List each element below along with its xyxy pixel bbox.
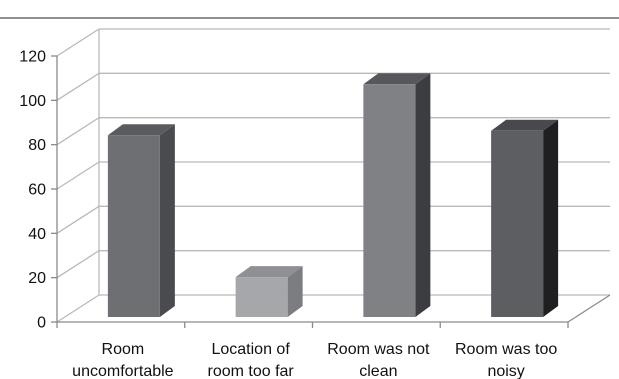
y-tick-label-100: 100 bbox=[19, 93, 46, 110]
x-category-label-0: Room uncomfortable bbox=[72, 341, 173, 379]
bar-side-0 bbox=[159, 124, 175, 317]
bar-top-3 bbox=[491, 119, 559, 131]
y-tick-label-20: 20 bbox=[28, 270, 46, 287]
x-category-label-1: Location of room too far bbox=[207, 341, 294, 379]
bar-2 bbox=[363, 73, 431, 317]
bar-1 bbox=[235, 266, 303, 317]
x-category-label-3: Room was too noisy bbox=[455, 341, 557, 379]
bar-front-0 bbox=[107, 135, 160, 317]
bar-top-2 bbox=[363, 73, 431, 85]
bar-top-0 bbox=[107, 124, 175, 136]
y-tick-label-80: 80 bbox=[28, 137, 46, 154]
x-category-label-line: Location of bbox=[211, 341, 290, 358]
gridline-diagonal-0 bbox=[56, 294, 100, 323]
bar-side-2 bbox=[415, 73, 431, 317]
bar-3 bbox=[491, 119, 559, 317]
y-axis: 0 20 40 60 80 100 120 bbox=[19, 49, 569, 332]
bar-side-1 bbox=[287, 266, 303, 317]
gridline-diagonal-100 bbox=[56, 72, 100, 101]
gridline-diagonal-80 bbox=[56, 117, 100, 146]
y-tick-label-40: 40 bbox=[28, 226, 46, 243]
bar-0 bbox=[107, 124, 175, 317]
x-category-label-line: Room was not bbox=[327, 341, 430, 358]
bar-top-1 bbox=[235, 266, 303, 278]
gridline-diagonal-40 bbox=[56, 205, 100, 234]
y-tick-label-60: 60 bbox=[28, 182, 46, 199]
floor-right-edge bbox=[567, 294, 611, 323]
bars bbox=[107, 73, 559, 317]
x-category-label-2: Room was not clean bbox=[327, 341, 430, 379]
x-category-label-line: noisy bbox=[487, 363, 524, 379]
y-tick-label-120: 120 bbox=[19, 49, 46, 66]
x-category-label-line: room too far bbox=[207, 363, 294, 379]
x-category-label-line: clean bbox=[359, 363, 397, 379]
category-labels: Room uncomfortable Location of room too far… bbox=[72, 341, 557, 379]
bar-front-1 bbox=[235, 277, 288, 317]
bar-side-3 bbox=[543, 119, 559, 317]
bar-front-3 bbox=[491, 130, 544, 317]
x-category-label-line: Room bbox=[102, 341, 145, 358]
bar-front-2 bbox=[363, 84, 416, 317]
gridline-diagonal-60 bbox=[56, 161, 100, 190]
x-category-label-line: Room was too bbox=[455, 341, 557, 358]
gridline-diagonal-20 bbox=[56, 250, 100, 279]
x-category-label-line: uncomfortable bbox=[72, 363, 173, 379]
y-tick-label-0: 0 bbox=[37, 315, 46, 332]
gridline-diagonal-120 bbox=[56, 28, 100, 57]
